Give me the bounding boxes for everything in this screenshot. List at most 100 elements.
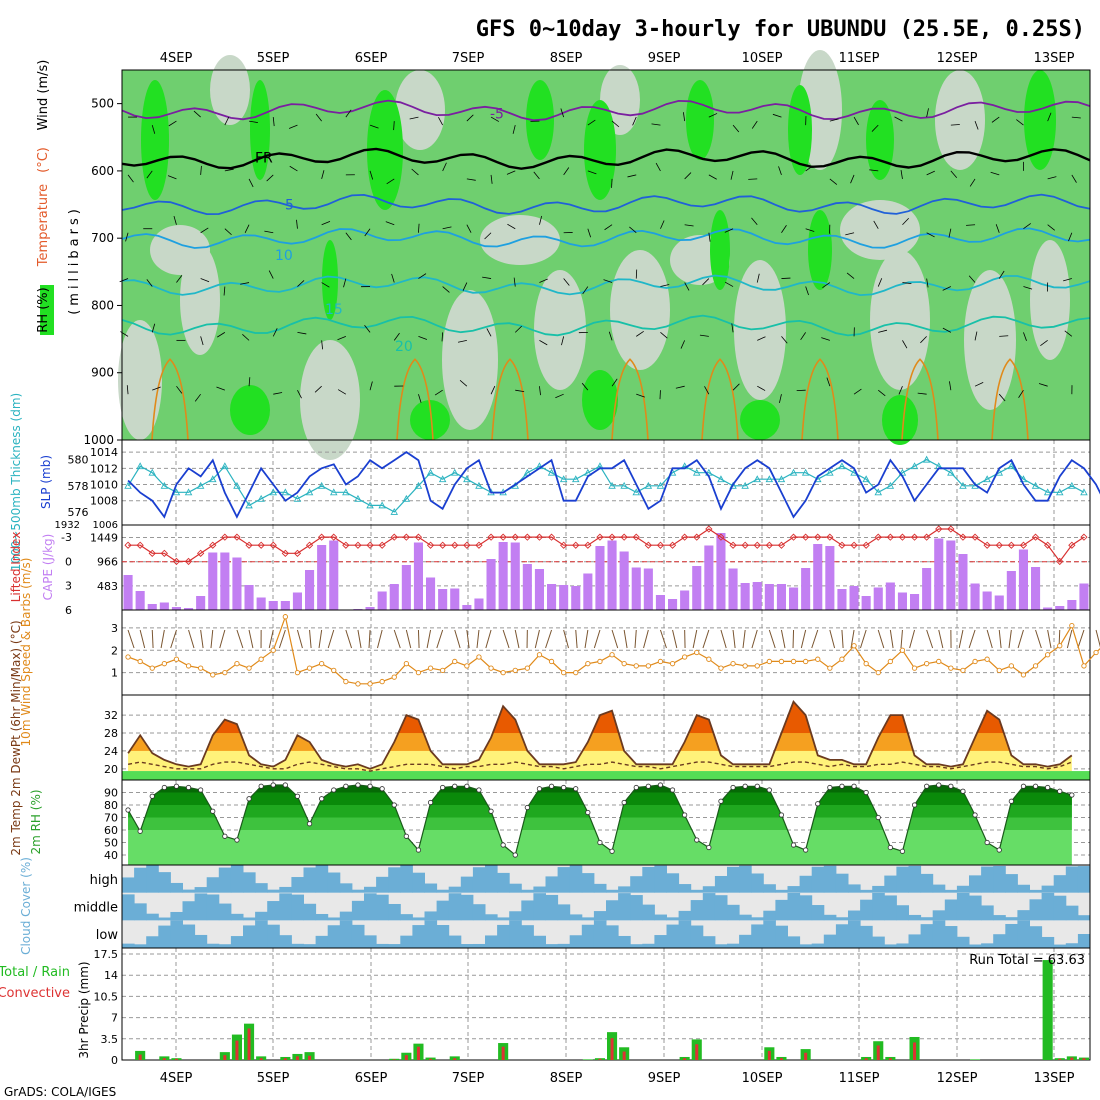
cloud-cell [497,924,510,948]
cloud-cell [654,935,667,948]
cloud-level-label: middle [74,901,118,916]
rh2m-point [645,783,651,789]
wind-barb [942,286,952,291]
wind-barb [127,174,134,183]
wind-barb-10m [1008,629,1012,649]
lifted-index-point [245,541,253,549]
cloud-cell [1053,895,1067,921]
wind-barb [386,178,395,185]
cloud-cell [351,924,365,948]
wind-barb [1047,112,1052,122]
cloud-cell [848,884,861,893]
wind-barb [587,228,592,238]
thickness-point [741,481,749,489]
cape-bar [305,570,315,610]
rh-dry-region [935,70,985,170]
wind-barb [582,286,589,295]
rh2m-point [488,808,494,814]
cloud-cell [618,935,631,948]
wind-barb-10m [485,629,492,649]
cloud-cell [134,944,147,948]
cloud-cell [146,936,159,948]
wind-barb [200,227,209,234]
lifted-index-point [668,541,677,549]
wind10m-point [609,652,615,658]
wind10m-point [355,681,361,687]
cloud-cell [1029,926,1043,948]
wind10m-point [306,665,313,671]
rh2m-point [125,807,131,813]
cape-bar [244,585,254,610]
thickness-point [523,468,532,476]
wind-barb-10m [692,629,698,649]
precip-conv-bar [1058,1058,1062,1060]
rh-dry-region [534,270,586,390]
wind10m-point [573,669,579,676]
wind-barb-10m [236,629,244,649]
cape-bar [377,591,387,610]
date-label-bottom: 13SEP [1034,1071,1075,1086]
cloud-cell [727,904,740,921]
rh2m-point [766,787,772,793]
cloud-cell [884,895,897,921]
wind-barb [966,224,976,226]
wind-barb [1071,174,1077,183]
cloud-cell [388,903,401,921]
precip-conv-bar [416,1046,420,1060]
wind-barb [200,278,210,283]
temp-line [127,700,1073,770]
wind10m-point [161,661,168,667]
cape-bar [1018,549,1028,610]
thickness-point [293,494,302,502]
cloud-cell [412,872,425,893]
lifted-index-point [910,533,919,541]
cape-bar [740,583,750,610]
wind-barb [660,220,665,229]
cloud-cell [279,935,292,948]
cloud-cell [122,943,135,948]
cape-bar [1055,606,1065,610]
date-label-bottom: 10SEP [742,1071,783,1086]
cape-bar [280,601,290,610]
wind10m-point [803,658,809,665]
wind-barb [512,124,516,134]
isotherm-label: -5 [490,107,504,123]
date-label-bottom: 7SEP [452,1071,485,1086]
cloud-cell [787,886,801,893]
cloud-cell [146,913,159,921]
wind-barb [853,116,859,126]
cloud-cell [763,884,776,893]
rh2m-point [996,847,1002,853]
wind-barb [611,120,620,128]
cloud-cell [775,925,788,948]
wind-tick-label: 2 [111,644,118,657]
wind-barb [438,116,444,126]
cape-bar [413,542,423,610]
wind-barb-10m [357,629,362,649]
wind-barb [563,167,570,176]
rh2m-point [452,783,458,789]
cape-bar [873,587,883,610]
wind10m-point [657,658,664,665]
cape-bar [668,599,678,610]
cloud-cell [279,886,292,893]
thickness-point [1007,462,1016,470]
rh2m-point [657,782,664,788]
isotherm-line [121,147,1091,170]
thickness-point [717,475,725,483]
cloud-cell [206,877,220,893]
precip-total-bar [1042,960,1053,1060]
cloud-cell [1065,905,1079,921]
cloud-cell [1041,936,1055,948]
cloud-cell [218,867,232,893]
precip-conv-bar [598,1058,602,1060]
wind10m-point [548,658,555,665]
wind-barb [779,394,782,404]
wind-barb [756,273,760,283]
wind-barb [731,323,734,333]
wind10m-point [948,665,954,671]
wind-barb [894,116,903,122]
thickness-point [221,462,229,470]
cloud-cell [1041,892,1055,921]
lifted-index-point [874,533,882,541]
